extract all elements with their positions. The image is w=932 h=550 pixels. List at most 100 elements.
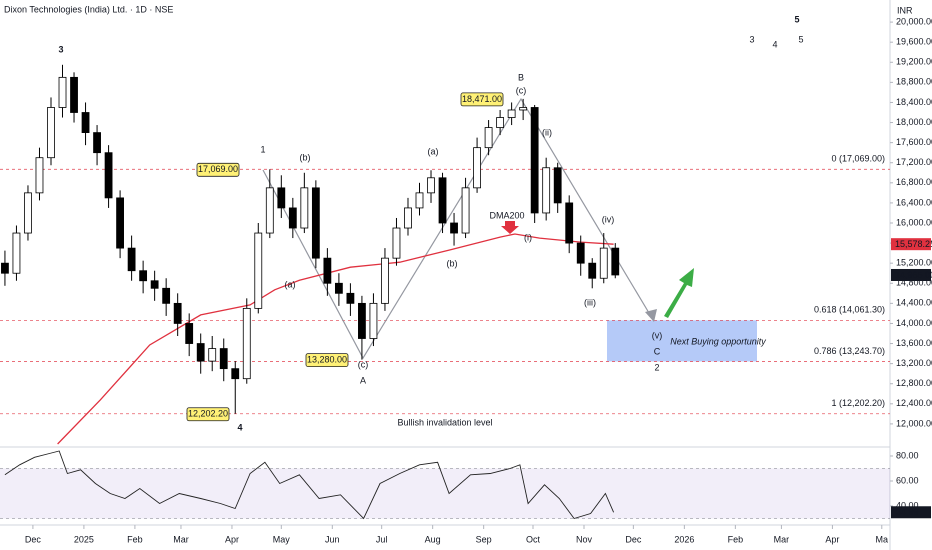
callout-label: 17,069.00 [198,164,238,174]
wave-label: (b) [300,152,311,162]
candle-body [381,257,389,304]
x-tick-label: Aug [425,534,441,544]
candle-body [461,187,470,234]
candle-body [415,192,424,209]
candle-body [519,107,528,111]
candle-body [311,187,320,259]
wave-label: 2 [654,362,659,372]
wave-line [262,97,653,360]
wave-label: 1 [260,144,265,154]
level-label: 0.618 (14,061.30) [814,305,885,315]
y-tick-label: 14,800.00 [896,278,932,288]
x-tick-label: Dec [625,534,642,544]
candle-body [162,287,171,304]
candle-body [185,323,194,344]
candle-body [588,262,597,279]
candle-body [139,270,148,282]
candle-body [358,302,366,339]
x-tick-label: Jul [376,534,388,544]
candle-body [277,187,286,209]
wave-label: C [654,346,661,356]
x-tick-label: Apr [225,534,239,544]
wave-label: (a) [428,146,439,156]
candle-body [565,202,574,244]
candle-body [300,187,309,229]
candle-body [404,207,412,229]
wave-label: (iii) [584,297,596,307]
rsi-line [4,450,615,520]
wave-label: (a) [285,279,296,289]
candle-body [599,247,608,279]
candle-body [553,167,562,204]
x-tick-label: Mar [173,534,189,544]
y-tick-label: 16,000.00 [896,217,932,227]
wave-label: (b) [447,258,458,268]
wave-label: (i) [524,232,532,242]
candle-body [116,197,124,249]
candle-body [70,76,78,113]
wave-label: 4 [237,422,242,432]
candle-body [173,302,182,324]
candle-body [58,76,67,108]
x-tick-label: Dec [25,534,42,544]
note: Bullish invalidation level [397,417,492,427]
candle-body [208,348,217,362]
wave-label: (v) [652,330,663,340]
wave-label: (c) [358,359,369,369]
candle-body [104,152,113,199]
candle-body [265,187,274,234]
candle-body [81,112,90,133]
x-tick-label: 2025 [74,534,94,544]
wave-label: A [360,375,366,385]
y-tick-label: 16,400.00 [896,197,932,207]
candle-body [35,157,44,194]
up-arrow [664,268,694,318]
candle-body [231,368,240,380]
candle-body [576,242,585,264]
buy-zone [607,320,757,362]
candle-body [369,302,378,339]
candle-body [530,107,539,214]
x-tick-label: Feb [728,534,744,544]
y-tick-label: 14,000.00 [896,318,932,328]
currency: INR [897,5,913,15]
x-tick-label: Apr [825,534,839,544]
wave-label: B [518,72,524,82]
candle-body [24,192,32,234]
y-tick-label: 18,800.00 [896,77,932,87]
wave-label: (iv) [602,214,615,224]
candle-body [242,307,251,380]
y-tick-label: 40.00 [896,500,919,510]
candle-body [12,232,21,274]
candle-body [392,227,401,259]
candle-body [473,147,481,189]
x-tick-label: Jun [325,534,340,544]
rsi-band [0,468,890,519]
candle-body [323,257,332,284]
candle-body [127,247,136,272]
candle-body [150,280,159,289]
level-label: 0.786 (13,243.70) [814,346,885,356]
x-tick-label: Nov [576,534,593,544]
wave-label: 3 [58,44,63,54]
y-tick-label: 19,600.00 [896,37,932,47]
candle-body [542,167,551,214]
badge-label: 14,965.00 [895,270,932,280]
callout-label: 13,280.00 [307,354,347,364]
x-tick-label: Sep [476,534,492,544]
wave-label: 5 [798,34,803,44]
dma-line [57,233,614,445]
badge-label: 34.99 [896,507,919,517]
y-tick-label: 20,000.00 [896,16,932,26]
wave-label: (ii) [542,127,552,137]
wave-label: 3 [749,34,754,44]
y-tick-label: 13,600.00 [896,338,932,348]
y-tick-label: 12,000.00 [896,418,932,428]
value-badge [891,238,931,251]
badge-label: 15,578.21 [895,239,932,249]
x-tick-label: May [273,534,291,544]
candle-body [219,348,228,370]
y-tick-label: 18,000.00 [896,117,932,127]
